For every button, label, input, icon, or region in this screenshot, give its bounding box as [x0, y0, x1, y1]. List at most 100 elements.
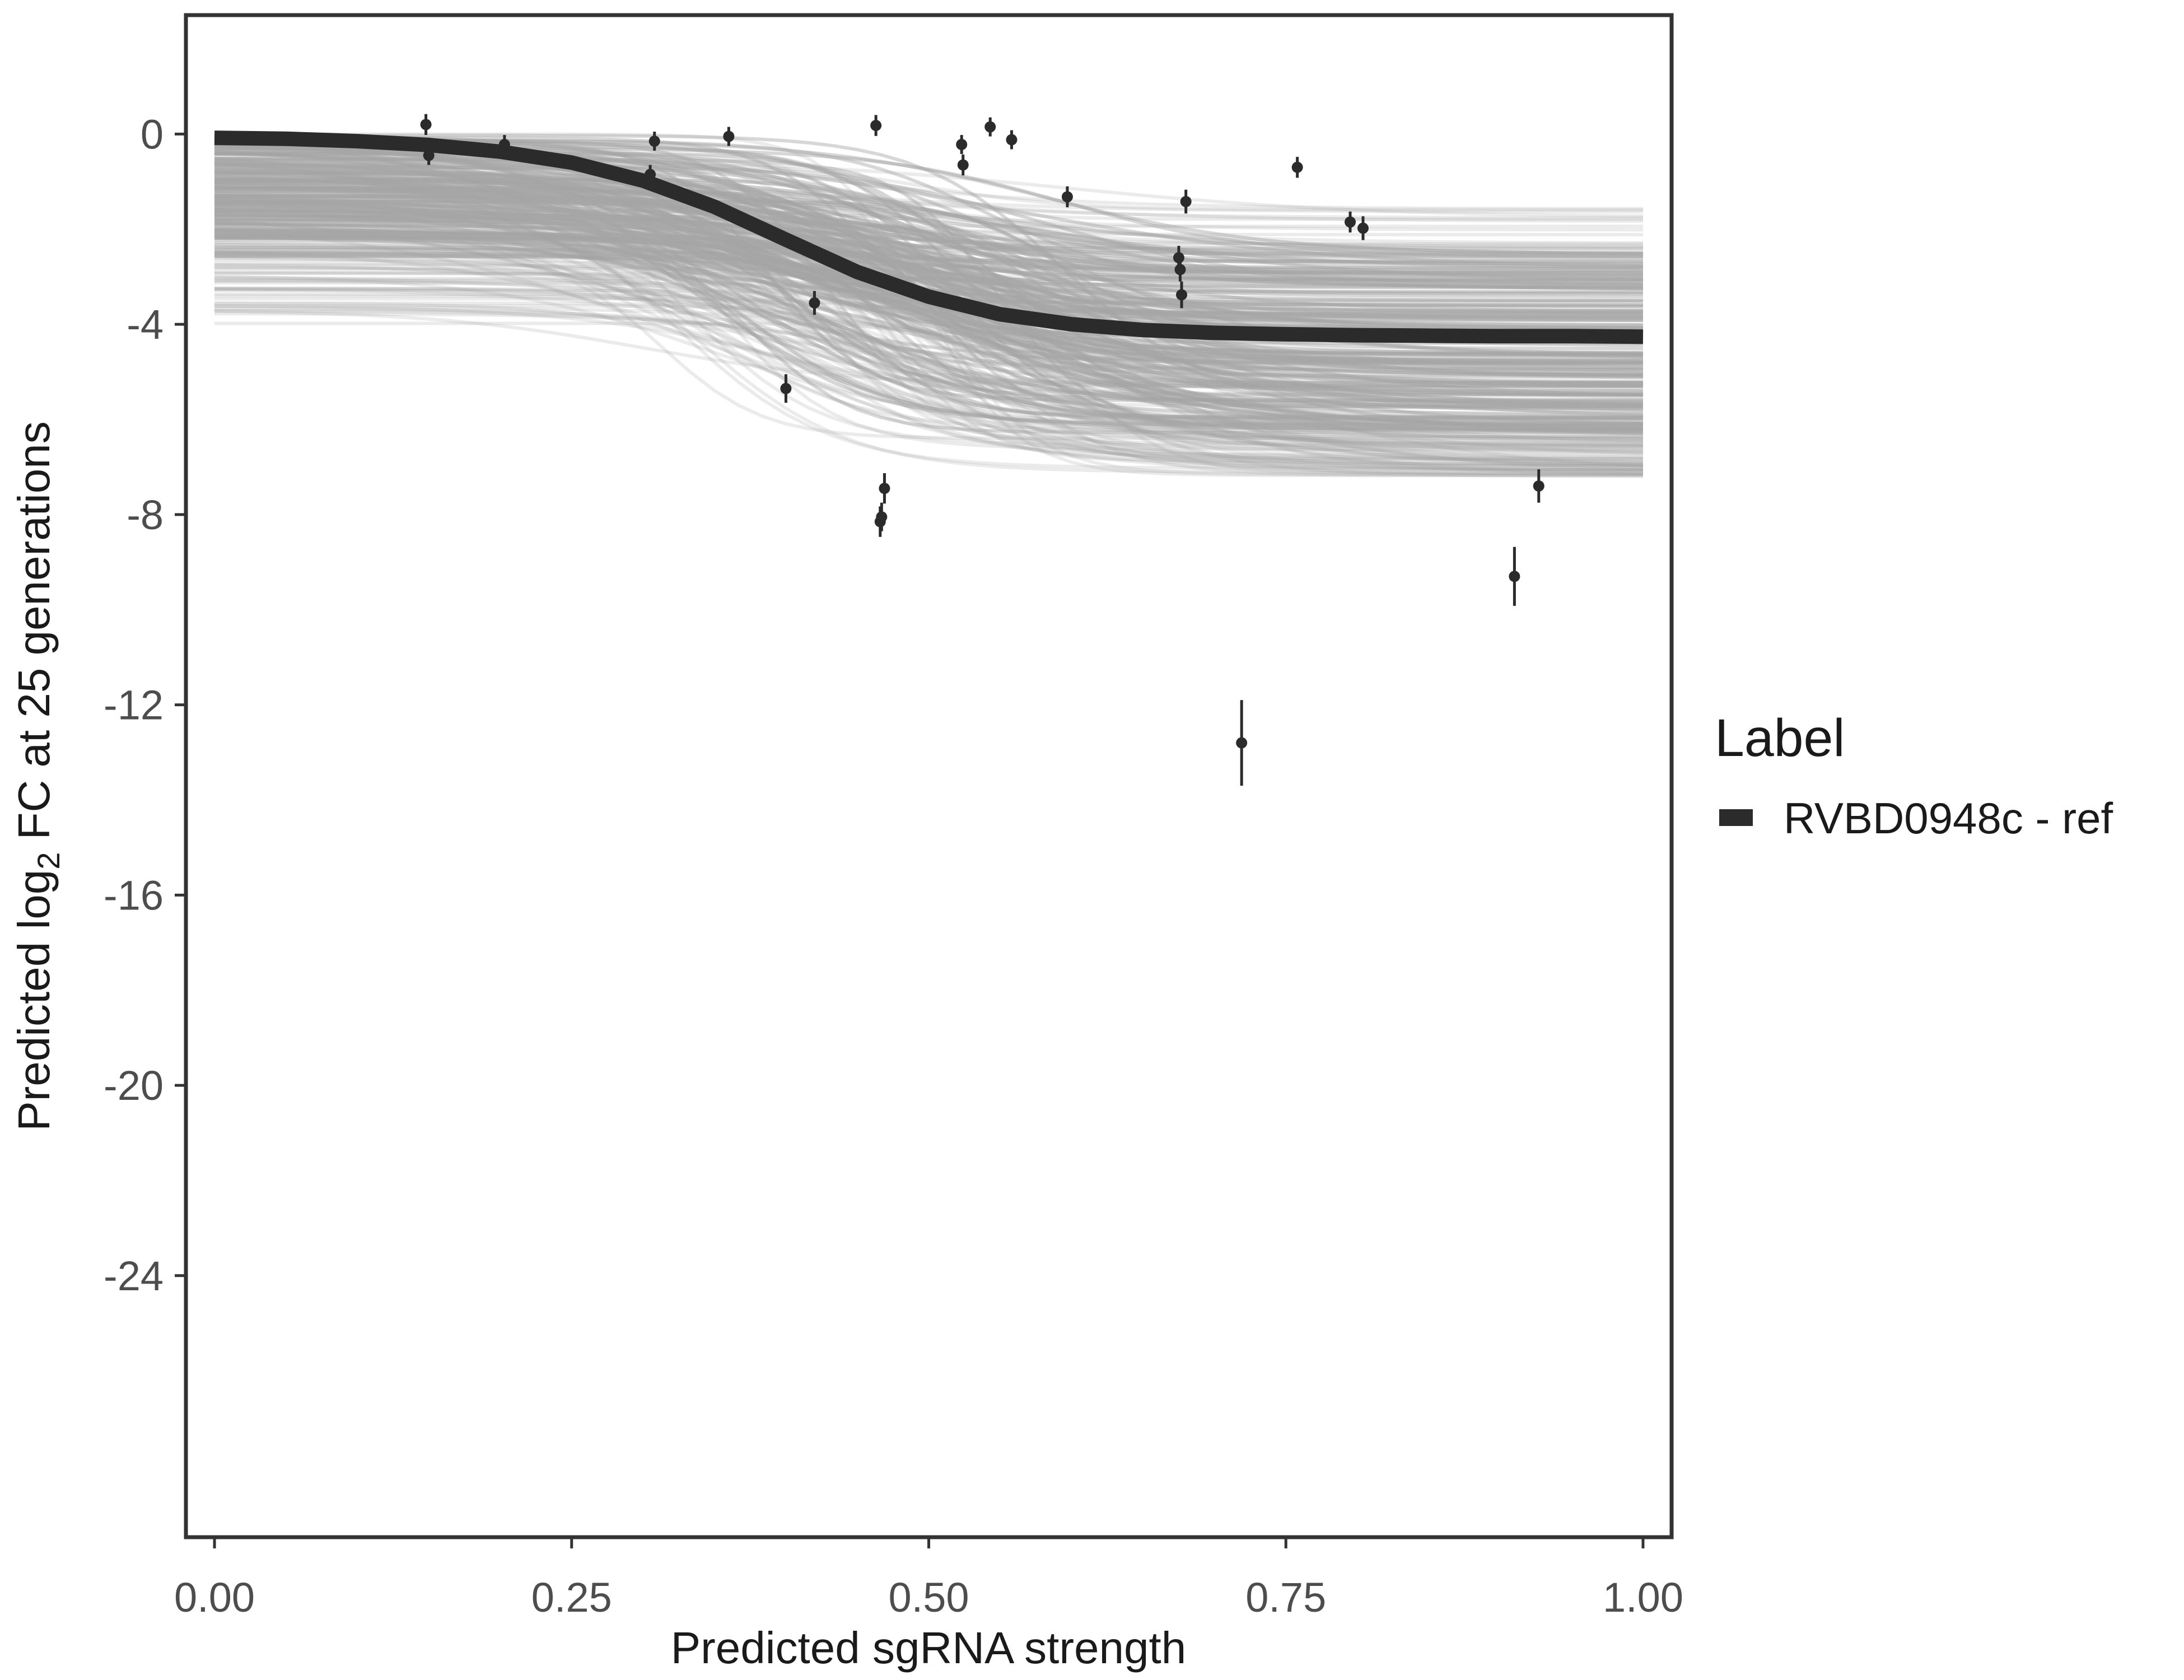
posterior-draw-line: [214, 156, 1643, 431]
data-point: [876, 502, 888, 531]
posterior-draw-line: [214, 206, 1644, 468]
y-axis-title-prefix: Predicted log: [9, 870, 59, 1131]
posterior-draw-line: [214, 157, 1644, 220]
point-marker: [1291, 161, 1303, 173]
posterior-draw-line: [214, 157, 1644, 218]
posterior-draw-line: [214, 176, 1643, 250]
posterior-draw-line: [214, 133, 1644, 298]
posterior-draw-line: [214, 175, 1643, 453]
posterior-draw-line: [214, 194, 1643, 354]
posterior-draw-line: [214, 204, 1644, 472]
data-point: [1533, 469, 1544, 503]
posterior-draw-line: [214, 307, 1643, 370]
posterior-draw-line: [214, 251, 1643, 468]
legend-key-swatch: [1719, 809, 1753, 826]
data-point: [1176, 281, 1188, 309]
posterior-draw-line: [214, 197, 1644, 472]
posterior-draw-line: [214, 209, 1644, 259]
posterior-draw-line: [214, 235, 1643, 314]
posterior-draw-line: [214, 158, 1643, 431]
posterior-draw-line: [214, 186, 1643, 312]
posterior-draw-line: [214, 186, 1643, 315]
point-marker: [809, 297, 820, 309]
posterior-draw-line: [214, 213, 1644, 431]
posterior-draw-line: [214, 172, 1643, 428]
data-point: [498, 135, 510, 155]
y-axis-title-suffix: FC at 25 generations: [9, 421, 59, 852]
posterior-draw-line: [214, 153, 1644, 452]
posterior-draw-line: [214, 194, 1643, 281]
data-point: [1174, 258, 1186, 282]
posterior-draw-line: [214, 171, 1643, 282]
point-marker: [1345, 216, 1356, 228]
y-tick-label: -16: [104, 872, 164, 918]
posterior-draw-line: [214, 138, 1644, 421]
posterior-draw-line: [214, 287, 1643, 388]
posterior-draw-line: [214, 157, 1643, 460]
point-marker: [648, 136, 660, 147]
posterior-draw-line: [214, 209, 1644, 397]
posterior-draw-line: [214, 233, 1644, 377]
posterior-draw-line: [214, 232, 1644, 419]
posterior-draw-line: [214, 143, 1644, 438]
point-marker: [420, 119, 432, 130]
posterior-draw-line: [214, 256, 1644, 443]
posterior-draw-line: [214, 179, 1644, 408]
posterior-draw-line: [214, 214, 1643, 264]
posterior-draw-line: [214, 134, 1644, 396]
posterior-draw-line: [214, 166, 1643, 221]
posterior-draw-line: [214, 192, 1644, 320]
posterior-draw-line: [214, 222, 1643, 410]
posterior-draw-line: [214, 183, 1644, 366]
posterior-draw-line: [214, 247, 1643, 449]
posterior-draw-line: [214, 151, 1644, 327]
legend: Label RVBD0948c - ref: [1715, 708, 2113, 843]
data-point: [879, 473, 890, 504]
point-marker: [1061, 191, 1073, 203]
posterior-draw-line: [214, 209, 1644, 377]
posterior-draw-line: [214, 169, 1644, 426]
posterior-draw-line: [214, 203, 1644, 302]
posterior-draw-line: [214, 190, 1644, 472]
posterior-draw-line: [214, 183, 1643, 272]
posterior-draw-line: [214, 201, 1643, 474]
posterior-draw-line: [214, 200, 1643, 472]
posterior-draw-line: [214, 213, 1644, 255]
posterior-draw-line: [214, 132, 1643, 478]
posterior-draw-line: [214, 151, 1644, 407]
data-point: [1357, 216, 1369, 240]
posterior-draw-line: [214, 309, 1643, 388]
posterior-draw-line: [214, 150, 1644, 466]
posterior-draw-line: [214, 213, 1643, 319]
posterior-draw-line: [214, 172, 1643, 470]
posterior-draw-line: [214, 253, 1644, 439]
point-marker: [498, 139, 510, 151]
y-tick-label: -8: [127, 492, 164, 538]
posterior-draw-line: [214, 214, 1643, 250]
data-point: [1236, 700, 1248, 786]
posterior-draw-line: [214, 229, 1644, 365]
posterior-draw-line: [214, 179, 1643, 228]
posterior-draw-line: [214, 148, 1644, 449]
posterior-draw-line: [214, 199, 1643, 351]
posterior-draw-line: [214, 186, 1644, 385]
data-point: [984, 117, 996, 137]
point-marker: [956, 139, 968, 151]
point-marker: [780, 382, 792, 394]
posterior-draw-line: [214, 218, 1643, 466]
posterior-draw-line: [214, 167, 1643, 294]
posterior-draw-line: [214, 212, 1643, 289]
point-marker: [984, 121, 996, 133]
data-point: [809, 291, 820, 315]
posterior-draw-line: [214, 164, 1643, 447]
posterior-draw-line: [214, 133, 1643, 405]
posterior-draw-line: [214, 267, 1643, 362]
posterior-draw-line: [214, 250, 1644, 396]
posterior-draw-line: [214, 229, 1644, 370]
posterior-draw-line: [214, 243, 1644, 357]
posterior-draw-line: [214, 228, 1644, 387]
posterior-draw-line: [214, 142, 1644, 277]
posterior-draw-line: [214, 309, 1643, 433]
